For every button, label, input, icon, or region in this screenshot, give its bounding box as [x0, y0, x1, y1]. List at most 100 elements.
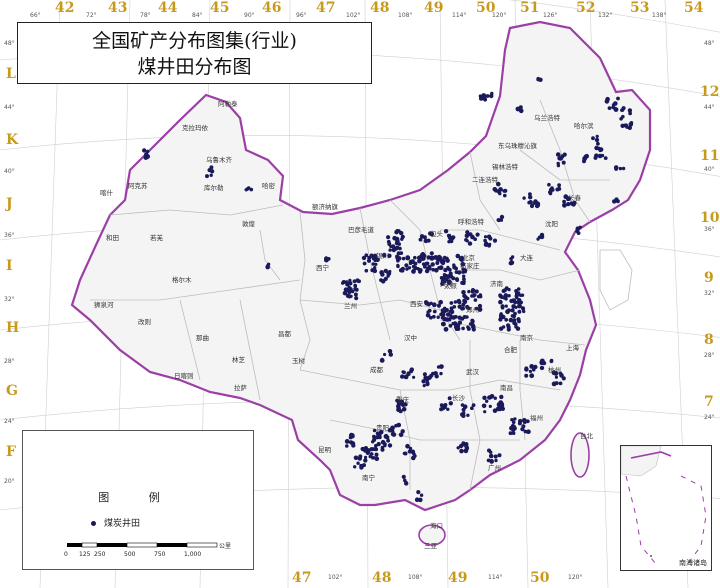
- coal-mine-dot: [474, 306, 479, 311]
- coal-mine-dot: [615, 199, 620, 204]
- coal-mine-dot: [556, 161, 560, 166]
- right-row-11: 11: [700, 148, 720, 164]
- top-degree-5: 96°: [296, 12, 307, 19]
- bottom-zone-48: 48: [372, 570, 392, 586]
- city-label: 额济纳旗: [312, 202, 339, 211]
- coal-mine-dot: [500, 305, 505, 310]
- coal-mine-dot: [449, 309, 455, 315]
- coal-mine-dot: [421, 257, 425, 261]
- coal-mine-dot: [410, 449, 416, 455]
- coal-mine-dot: [429, 251, 434, 256]
- coal-mine-dot: [456, 298, 462, 304]
- coal-mine-dot: [558, 371, 563, 376]
- city-label: 成都: [370, 365, 384, 374]
- coal-mine-dot: [451, 235, 456, 240]
- coal-mine-dot: [368, 454, 372, 459]
- coal-mine-dot: [517, 303, 522, 309]
- coal-mine-dot: [387, 349, 393, 354]
- coal-mine-dot: [515, 106, 521, 112]
- coal-mine-dot: [447, 240, 451, 244]
- coal-mine-dot: [470, 288, 476, 293]
- coal-mine-dot: [531, 367, 536, 372]
- coal-mine-dot: [374, 443, 378, 448]
- coal-mine-dot: [411, 264, 416, 269]
- city-label: 上海: [566, 343, 580, 352]
- coal-mine-dot: [517, 421, 522, 426]
- city-label: 库尔勒: [204, 183, 224, 192]
- coal-mine-dot: [343, 287, 349, 292]
- coal-mine-dot: [465, 446, 470, 450]
- coal-mine-dot: [353, 465, 357, 469]
- coal-mine-dot: [488, 236, 493, 241]
- scale-unit: 公里: [219, 543, 231, 550]
- coal-mine-dot: [462, 277, 466, 282]
- coal-mine-dot: [371, 262, 376, 266]
- coal-mine-dot: [487, 395, 492, 400]
- coal-mine-dot: [348, 287, 353, 292]
- coal-mine-dot: [375, 257, 380, 263]
- coal-mine-dot: [374, 456, 380, 462]
- coal-mine-dot: [209, 173, 213, 177]
- coal-mine-dot: [489, 450, 493, 454]
- city-label: 杭州: [548, 365, 561, 374]
- coal-mine-dot: [462, 280, 466, 284]
- coal-mine-dot: [513, 417, 517, 421]
- coal-mine-dot: [391, 247, 397, 253]
- coal-mine-dot: [454, 325, 458, 329]
- city-label: 林芝: [232, 355, 246, 364]
- coal-mine-dot: [506, 327, 511, 332]
- coal-mine-dot: [598, 148, 603, 153]
- coal-mine-dot: [498, 293, 503, 298]
- coal-mine-dot: [425, 382, 430, 387]
- coal-mine-dot: [481, 403, 487, 409]
- coal-mine-dot: [423, 375, 428, 380]
- coal-mine-dot: [209, 169, 215, 174]
- coal-mine-dot: [403, 374, 409, 380]
- coal-mine-dot: [482, 395, 487, 400]
- south-china-sea-inset: 南海诸岛: [620, 445, 712, 571]
- coal-mine-dot: [371, 440, 375, 444]
- coal-mine-dot: [462, 293, 467, 299]
- coal-mine-dot: [400, 266, 405, 271]
- bottom-degree-2: 114°: [488, 574, 503, 581]
- coal-mine-dot: [374, 262, 378, 266]
- coal-mine-dot: [366, 258, 372, 263]
- coal-mine-dot: [405, 443, 410, 449]
- coal-mine-dot: [510, 308, 515, 313]
- coal-mine-dot: [142, 148, 147, 153]
- coal-mine-dot: [341, 281, 345, 285]
- city-label: 兰州: [344, 301, 357, 310]
- coal-mine-dot: [569, 201, 574, 206]
- coal-mine-dot: [387, 428, 393, 433]
- coal-mine-dot: [411, 455, 416, 461]
- coal-mine-dot: [506, 323, 511, 328]
- coal-mine-dot: [616, 96, 620, 101]
- coal-mine-dot: [522, 196, 526, 200]
- coal-mine-dot: [595, 134, 599, 138]
- coal-mine-dot: [405, 267, 409, 271]
- coal-mine-dot: [456, 446, 460, 450]
- city-label: 广州: [488, 463, 501, 472]
- coal-mine-dot: [498, 187, 503, 192]
- coal-mine-dot: [462, 274, 466, 278]
- coal-mine-dot: [429, 231, 435, 237]
- coal-mine-dot: [591, 136, 595, 141]
- coal-mine-dot: [380, 279, 386, 284]
- top-degree-6: 102°: [346, 12, 361, 19]
- coal-mine-dot: [500, 402, 504, 406]
- coal-mine-dot: [452, 265, 457, 270]
- coal-mine-dot: [359, 465, 364, 470]
- top-zone-45: 45: [210, 0, 230, 16]
- coal-mine-dot: [418, 497, 423, 503]
- coal-mine-dot: [461, 290, 466, 295]
- coal-mine-dot: [424, 261, 429, 266]
- coal-mine-dot: [596, 141, 600, 146]
- top-zone-49: 49: [424, 0, 444, 16]
- coal-mine-dot: [465, 230, 470, 235]
- coal-mine-dot: [466, 296, 470, 301]
- coal-mine-dot: [448, 271, 453, 276]
- coal-mine-dot: [465, 315, 469, 319]
- coal-mine-dot: [498, 299, 503, 305]
- coal-mine-dot: [483, 242, 489, 248]
- coal-mine-dot: [575, 228, 580, 234]
